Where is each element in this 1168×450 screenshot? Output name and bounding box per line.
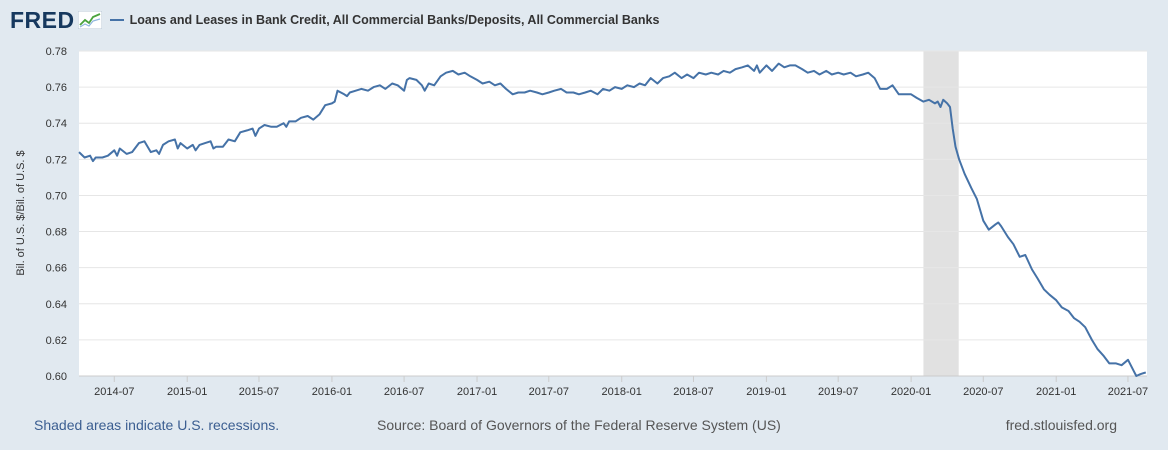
- x-tick-label: 2017-01: [457, 386, 497, 398]
- y-tick-label: 0.64: [46, 299, 67, 311]
- grid-lines: [79, 50, 1147, 341]
- legend-line-swatch: [109, 19, 124, 21]
- y-tick-label: 0.72: [46, 154, 67, 166]
- y-tick-label: 0.60: [46, 371, 67, 383]
- x-tick-label: 2018-07: [673, 386, 713, 398]
- x-tick-label: 2021-07: [1108, 386, 1148, 398]
- x-tick-label: 2019-01: [746, 386, 786, 398]
- plot-area: [79, 51, 1147, 376]
- x-tick-label: 2014-07: [94, 386, 134, 398]
- x-tick-label: 2018-01: [602, 386, 642, 398]
- y-tick-label: 0.74: [46, 118, 67, 130]
- x-tick-label: 2016-01: [312, 386, 352, 398]
- x-tick-label: 2020-01: [891, 386, 931, 398]
- y-axis-ticks: 0.60 0.62 0.64 0.66 0.68 0.70 0.72 0.74 0.76 0.78: [46, 46, 67, 383]
- recession-note-link[interactable]: Shaded areas indicate U.S. recessions.: [34, 417, 280, 433]
- chart-legend: Loans and Leases in Bank Credit, All Com…: [109, 13, 660, 27]
- y-tick-label: 0.62: [46, 335, 67, 347]
- site-link[interactable]: fred.stlouisfed.org: [1005, 417, 1117, 433]
- x-tick-label: 2017-07: [529, 386, 569, 398]
- x-tick-label: 2019-07: [818, 386, 858, 398]
- x-axis-ticks: 2014-07 2015-01 2015-07 2016-01 2016-07 2017-…: [79, 375, 1148, 398]
- x-tick-label: 2016-07: [384, 386, 424, 398]
- legend-series-label: Loans and Leases in Bank Credit, All Com…: [129, 13, 660, 27]
- chart-header: FRED Loans and Leases in Bank Credit, Al…: [10, 6, 659, 34]
- x-tick-label: 2020-07: [963, 386, 1003, 398]
- trend-chart-icon: [77, 11, 102, 29]
- y-tick-label: 0.66: [46, 263, 67, 275]
- y-tick-label: 0.78: [46, 46, 67, 58]
- x-tick-label: 2015-07: [239, 386, 279, 398]
- series-line[interactable]: [78, 62, 1147, 377]
- y-axis-label: Bil. of U.S. $/Bil. of U.S. $: [15, 150, 27, 275]
- x-tick-label: 2021-01: [1036, 386, 1076, 398]
- y-tick-label: 0.68: [46, 227, 67, 239]
- y-tick-label: 0.70: [46, 190, 67, 202]
- fred-logo[interactable]: FRED: [10, 6, 102, 33]
- fred-logo-text: FRED: [10, 6, 75, 33]
- x-tick-label: 2015-01: [167, 386, 207, 398]
- y-tick-label: 0.76: [46, 82, 67, 94]
- source-note: Source: Board of Governors of the Federa…: [377, 417, 781, 433]
